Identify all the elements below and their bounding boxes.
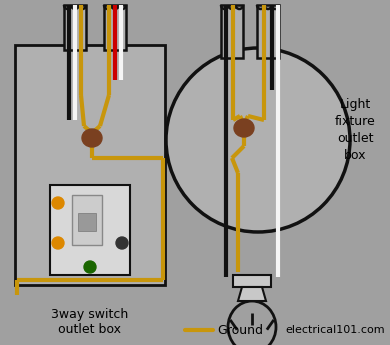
Text: electrical101.com: electrical101.com xyxy=(285,325,385,335)
Circle shape xyxy=(166,48,350,232)
Bar xyxy=(104,5,126,50)
Bar xyxy=(64,5,86,50)
Bar xyxy=(50,185,130,275)
Circle shape xyxy=(84,261,96,273)
Bar xyxy=(233,275,271,287)
Text: Ground: Ground xyxy=(217,324,263,336)
Bar xyxy=(78,213,96,231)
Bar xyxy=(221,5,243,58)
Bar xyxy=(72,195,102,245)
Circle shape xyxy=(52,237,64,249)
Circle shape xyxy=(52,197,64,209)
Bar xyxy=(15,45,165,285)
Text: 3way switch
outlet box: 3way switch outlet box xyxy=(51,308,129,336)
Ellipse shape xyxy=(82,129,102,147)
Polygon shape xyxy=(238,287,266,301)
Ellipse shape xyxy=(234,119,254,137)
Text: Light
fixture
outlet
box: Light fixture outlet box xyxy=(335,98,375,162)
Bar xyxy=(257,5,279,58)
Circle shape xyxy=(116,237,128,249)
